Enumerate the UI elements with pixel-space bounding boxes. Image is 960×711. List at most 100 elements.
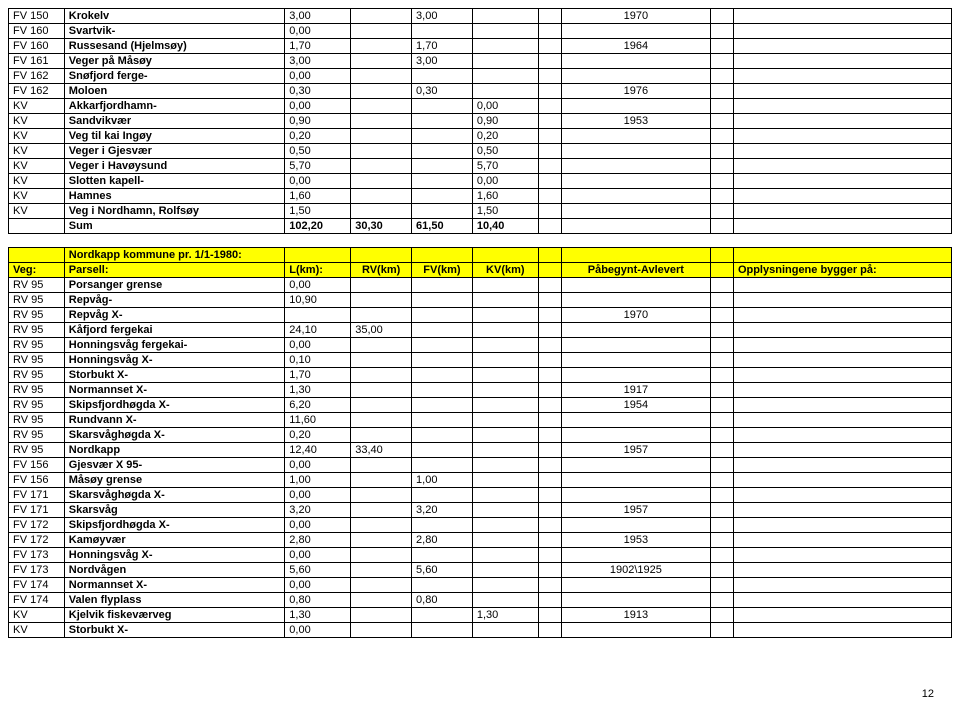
table-row: FV 160Svartvik-0,00: [9, 24, 952, 39]
table-row: KVVeger i Havøysund5,705,70: [9, 159, 952, 174]
parcel-name: Veger i Havøysund: [64, 159, 285, 174]
blank: [711, 39, 734, 54]
notes: [733, 129, 951, 144]
road-code: KV: [9, 608, 65, 623]
kv-km: [472, 353, 538, 368]
fv-km: [412, 428, 473, 443]
length-km: 3,00: [285, 54, 351, 69]
notes: [733, 323, 951, 338]
length-km: 0,00: [285, 518, 351, 533]
blank: [711, 458, 734, 473]
kv-km: 0,50: [472, 144, 538, 159]
year: 1957: [561, 503, 711, 518]
blank: [538, 518, 561, 533]
length-km: 5,70: [285, 159, 351, 174]
blank: [711, 99, 734, 114]
parcel-name: Moloen: [64, 84, 285, 99]
blank: [711, 353, 734, 368]
year: [561, 293, 711, 308]
kv-km: 1,50: [472, 204, 538, 219]
blank: [538, 204, 561, 219]
fv-km: [412, 338, 473, 353]
year: [561, 368, 711, 383]
length-km: 0,00: [285, 99, 351, 114]
notes: [733, 593, 951, 608]
blank: [711, 518, 734, 533]
road-code: KV: [9, 144, 65, 159]
blank: [711, 24, 734, 39]
notes: [733, 144, 951, 159]
kv-km: [472, 293, 538, 308]
length-km: 3,20: [285, 503, 351, 518]
road-code: FV 172: [9, 533, 65, 548]
year: [561, 623, 711, 638]
rv-km: [351, 99, 412, 114]
year: [561, 189, 711, 204]
year: [561, 54, 711, 69]
notes: [733, 548, 951, 563]
blank: [711, 144, 734, 159]
rv-km: [351, 428, 412, 443]
rv-km: [351, 458, 412, 473]
fv-km: [412, 518, 473, 533]
rv-km: [351, 159, 412, 174]
col-fv: FV(km): [412, 263, 473, 278]
parcel-name: Gjesvær X 95-: [64, 458, 285, 473]
road-code: RV 95: [9, 443, 65, 458]
table-row: KVVeger i Gjesvær0,500,50: [9, 144, 952, 159]
kv-km: 0,00: [472, 99, 538, 114]
blank: [538, 24, 561, 39]
fv-km: [412, 24, 473, 39]
blank: [538, 9, 561, 24]
blank: [711, 593, 734, 608]
road-code: KV: [9, 204, 65, 219]
road-code: RV 95: [9, 308, 65, 323]
fv-km: [412, 443, 473, 458]
table-row: FV 162Snøfjord ferge-0,00: [9, 69, 952, 84]
year: 1902\1925: [561, 563, 711, 578]
fv-km: [412, 398, 473, 413]
rv-km: [351, 533, 412, 548]
fv-km: 3,20: [412, 503, 473, 518]
year: [561, 204, 711, 219]
table-row: RV 95Repvåg-10,90: [9, 293, 952, 308]
parcel-name: Skipsfjordhøgda X-: [64, 398, 285, 413]
road-code: RV 95: [9, 353, 65, 368]
road-code: FV 161: [9, 54, 65, 69]
parcel-name: Storbukt X-: [64, 368, 285, 383]
road-code: FV 150: [9, 9, 65, 24]
notes: [733, 413, 951, 428]
blank: [538, 413, 561, 428]
blank: [538, 293, 561, 308]
year: [561, 69, 711, 84]
length-km: 0,00: [285, 338, 351, 353]
length-km: 0,00: [285, 174, 351, 189]
kv-km: [472, 428, 538, 443]
kv-km: [472, 518, 538, 533]
sum-label: Sum: [64, 219, 285, 234]
road-code: FV 172: [9, 518, 65, 533]
blank: [538, 338, 561, 353]
blank: [538, 578, 561, 593]
road-code: FV 174: [9, 578, 65, 593]
road-code: RV 95: [9, 428, 65, 443]
table-row: Sum102,2030,3061,5010,40: [9, 219, 952, 234]
col-parsell: Parsell:: [64, 263, 285, 278]
kv-km: 0,20: [472, 129, 538, 144]
length-km: 3,00: [285, 9, 351, 24]
table-row: FV 150Krokelv3,003,001970: [9, 9, 952, 24]
rv-km: [351, 54, 412, 69]
table-row: FV 174Normannset X-0,00: [9, 578, 952, 593]
road-code: KV: [9, 189, 65, 204]
parcel-name: Storbukt X-: [64, 623, 285, 638]
kv-km: [472, 9, 538, 24]
blank: [711, 488, 734, 503]
length-km: 1,60: [285, 189, 351, 204]
blank: [351, 248, 412, 263]
parcel-name: Veger på Måsøy: [64, 54, 285, 69]
blank: [538, 174, 561, 189]
notes: [733, 174, 951, 189]
rv-km: 33,40: [351, 443, 412, 458]
rv-km: [351, 9, 412, 24]
fv-km: 0,30: [412, 84, 473, 99]
